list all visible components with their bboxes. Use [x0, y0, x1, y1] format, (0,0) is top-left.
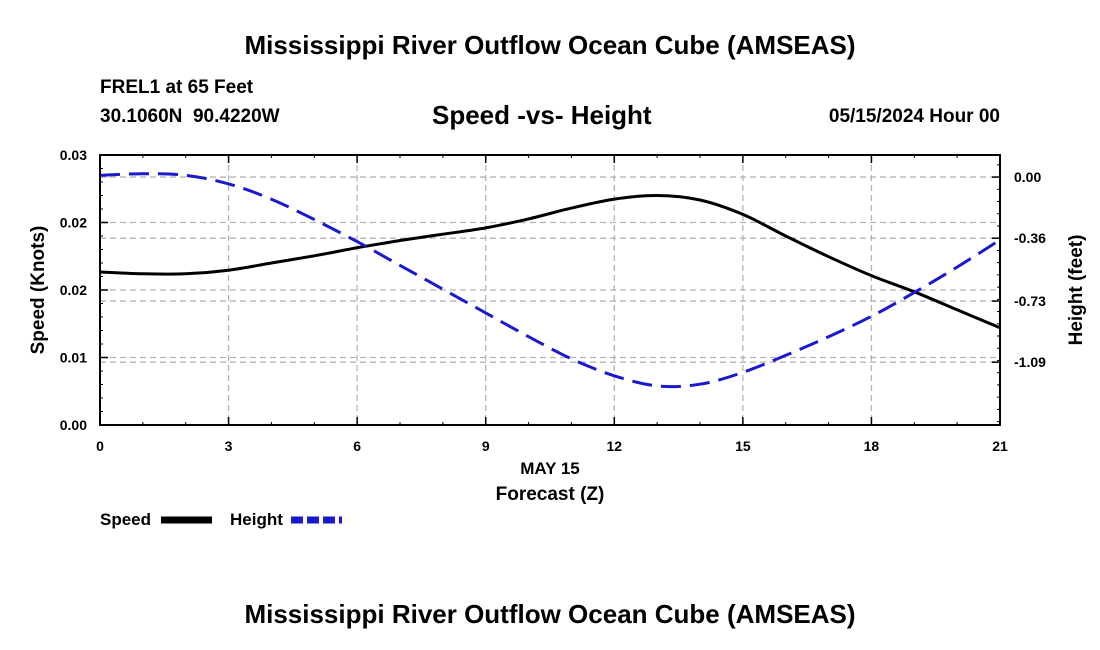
station-coords: 30.1060N 90.4220W: [100, 106, 280, 127]
x-tick-label: 3: [225, 438, 233, 454]
y-tick-label: 0.02: [60, 282, 87, 298]
x-axis-date-label: MAY 15: [520, 459, 580, 478]
chart-title: Speed -vs- Height: [432, 100, 652, 130]
station-name: FREL1 at 65 Feet: [100, 77, 254, 98]
x-tick-label: 15: [735, 438, 751, 454]
height-series-line: [99, 172, 1001, 389]
y-tick-label: 0.03: [60, 147, 87, 163]
x-tick-label: 6: [353, 438, 361, 454]
forecast-date: 05/15/2024 Hour 00: [828, 106, 1000, 127]
secondary-title: Mississippi River Outflow Ocean Cube (AM…: [244, 599, 856, 629]
y2-tick-label: -0.36: [1014, 230, 1046, 246]
speed-series-line: [99, 193, 1001, 330]
tick-marks: [99, 154, 1001, 426]
legend-speed-label: Speed: [100, 510, 152, 529]
x-tick-label: 21: [992, 438, 1008, 454]
x-axis-label: Forecast (Z): [496, 484, 605, 505]
x-tick-label: 9: [482, 438, 490, 454]
x-tick-label: 12: [606, 438, 622, 454]
y-tick-label: 0.00: [60, 417, 87, 433]
x-tick-label: 18: [864, 438, 880, 454]
y2-tick-label: -0.73: [1014, 293, 1046, 309]
y2-axis-label: Height (feet): [1066, 235, 1087, 346]
grid-lines: [100, 155, 1000, 425]
speed-height-chart: 0 3 6 9 12 15 18 21 0.00 0.01 0.02 0.02 0.03 0.00 -0.3…: [28, 147, 1087, 524]
y2-tick-label: -1.09: [1014, 354, 1046, 370]
y2-tick-label: 0.00: [1014, 169, 1041, 185]
y-tick-label: 0.01: [60, 350, 87, 366]
main-title: Mississippi River Outflow Ocean Cube (AM…: [244, 30, 856, 60]
legend-height-label: Height: [230, 510, 283, 529]
series-lines: [99, 172, 1001, 389]
y-axis-label: Speed (Knots): [28, 226, 49, 355]
tick-labels: 0 3 6 9 12 15 18 21 0.00 0.01 0.02 0.02 0.03 0.00 -0.3…: [60, 147, 1046, 454]
y-tick-label: 0.02: [60, 215, 87, 231]
x-tick-label: 0: [96, 438, 104, 454]
